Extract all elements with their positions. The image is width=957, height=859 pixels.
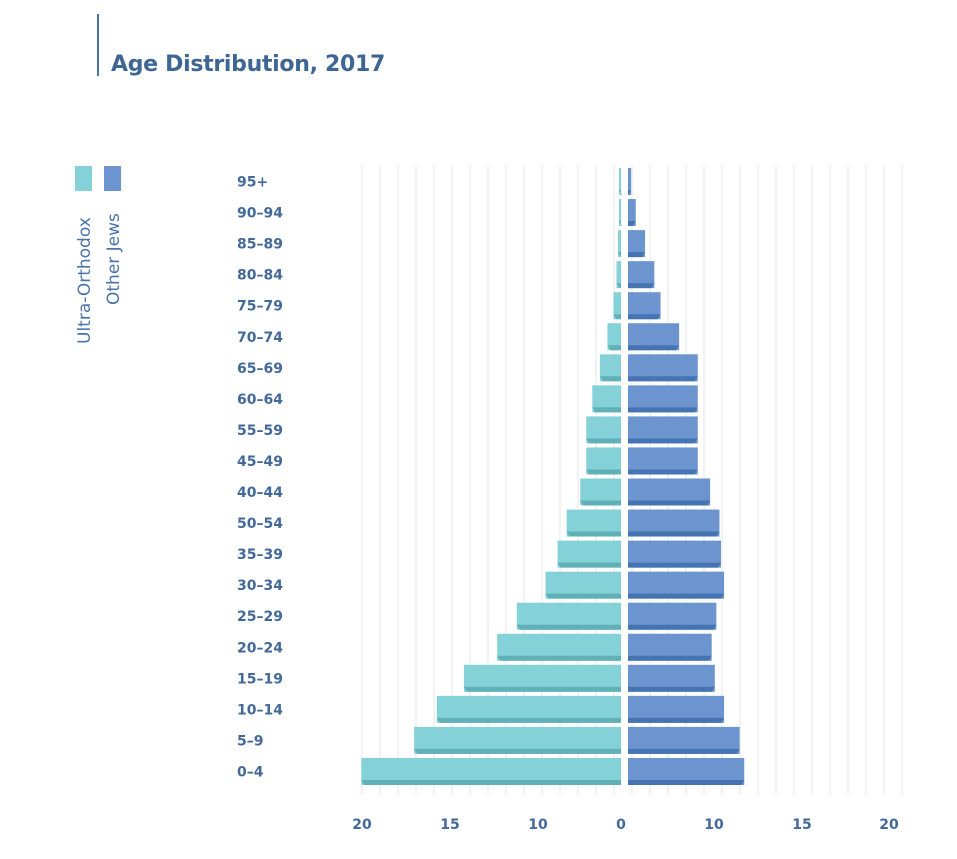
center-divider [621,165,628,795]
bar-other-jews-shadow [628,376,698,382]
chart-title: Age Distribution, 2017 [111,52,386,77]
bar-ultra-orthodox [617,230,621,258]
bar-other-jews-shadow [628,593,725,599]
bar-other-jews-shadow [628,252,646,258]
bar-ultra-orthodox-shadow [599,376,621,382]
age-group-label: 25–29 [237,609,283,625]
age-group-label: 70–74 [237,330,283,346]
age-group-label: 55–59 [237,423,283,439]
age-group-label: 45–49 [237,454,283,470]
bar-ultra-orthodox [619,168,621,195]
bar-other-jews-shadow [628,686,715,692]
bar-ultra-orthodox [616,261,621,289]
age-group-label: 95+ [237,175,268,191]
bar-other-jews-shadow [628,717,725,723]
bar-other-jews [628,168,632,195]
age-group-label: 80–84 [237,268,283,284]
title-accent-bar [97,14,99,76]
bar-ultra-orthodox-shadow [586,469,621,475]
bar-other-jews-shadow [628,190,632,195]
age-group-label: 35–39 [237,547,283,563]
bar-other-jews-shadow [628,562,721,568]
x-tick-label: 0 [616,817,626,833]
age-group-label: 0–4 [237,764,264,780]
bar-ultra-orthodox-shadow [516,624,621,630]
bar-ultra-orthodox [613,292,621,320]
age-group-label: 30–34 [237,578,283,594]
x-tick-label: 10 [528,817,548,833]
bar-other-jews-shadow [628,655,712,661]
bar-ultra-orthodox [599,354,621,382]
x-tick-label: 20 [879,817,899,833]
bar-ultra-orthodox-shadow [613,314,621,320]
bar-ultra-orthodox [607,323,621,351]
age-group-label: 10–14 [237,702,283,718]
bar-other-jews [628,199,636,227]
bar-ultra-orthodox-shadow [361,779,621,785]
bar-ultra-orthodox-shadow [566,531,621,537]
age-group-label: 15–19 [237,671,283,687]
bar-ultra-orthodox-shadow [586,438,621,444]
bar-other-jews-shadow [628,283,655,289]
age-group-label: 20–24 [237,640,283,656]
bar-ultra-orthodox [619,199,621,227]
bar-ultra-orthodox-shadow [617,252,621,258]
bar-other-jews-shadow [628,407,698,413]
x-tick-label: 20 [352,817,372,833]
x-tick-label: 15 [792,817,811,833]
x-tick-label: 10 [704,817,724,833]
age-group-label: 90–94 [237,206,283,222]
bar-other-jews-shadow [628,500,711,506]
age-group-label: 60–64 [237,392,283,408]
age-group-label: 65–69 [237,361,283,377]
bar-other-jews [628,230,646,258]
age-group-label: 75–79 [237,299,283,315]
bar-ultra-orthodox-shadow [497,655,621,661]
x-tick-label: 15 [440,817,459,833]
bar-other-jews-shadow [628,779,745,785]
legend-swatch-other-jews [104,166,121,191]
bar-ultra-orthodox-shadow [436,717,621,723]
bar-ultra-orthodox-shadow [619,190,622,195]
bar-ultra-orthodox-shadow [545,593,621,599]
bar-other-jews-shadow [628,345,680,351]
legend-swatch-ultra-orthodox [75,166,92,191]
age-group-label: 85–89 [237,237,283,253]
bar-ultra-orthodox-shadow [414,748,621,754]
bar-ultra-orthodox-shadow [616,283,621,289]
bar-ultra-orthodox-shadow [607,345,621,351]
bar-other-jews-shadow [628,221,636,227]
bar-ultra-orthodox-shadow [619,221,622,227]
bar-ultra-orthodox-shadow [557,562,621,568]
bar-ultra-orthodox-shadow [463,686,621,692]
bar-other-jews-shadow [628,314,661,320]
bar-other-jews-shadow [628,469,698,475]
bar-other-jews-shadow [628,438,698,444]
bar-other-jews-shadow [628,748,740,754]
bar-other-jews-shadow [628,624,717,630]
bar-other-jews-shadow [628,531,720,537]
age-group-label: 50–54 [237,516,283,532]
bar-ultra-orthodox-shadow [592,407,621,413]
bar-ultra-orthodox-shadow [580,500,621,506]
age-group-label: 5–9 [237,733,263,749]
age-group-label: 40–44 [237,485,283,501]
